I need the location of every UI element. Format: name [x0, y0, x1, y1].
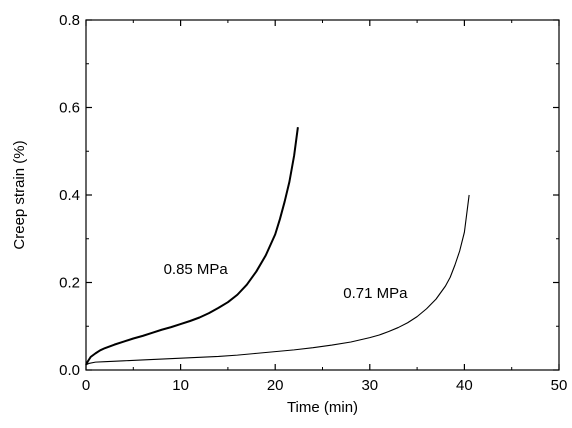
x-tick-label: 40: [456, 377, 473, 394]
axis-tick-labels: 0 10 20 30 40 50 0.0 0.2 0.4 0.6 0.8: [59, 12, 567, 394]
y-tick-label: 0.8: [59, 12, 80, 29]
series-line-1: [85, 127, 299, 366]
y-tick-label: 0.4: [59, 187, 80, 204]
y-tick-label: 0.6: [59, 100, 80, 117]
y-tick-label: 0.0: [59, 362, 80, 379]
axis-ticks: [85, 19, 560, 371]
plot-frame: [85, 19, 560, 371]
annotation-group: 0.85 MPa 0.71 MPa: [164, 261, 409, 302]
x-tick-label: 20: [267, 377, 284, 394]
x-axis-title: Time (min): [287, 399, 358, 416]
x-tick-label: 30: [361, 377, 378, 394]
y-tick-label: 0.2: [59, 275, 80, 292]
series-annotation-1: 0.85 MPa: [164, 261, 229, 278]
series-line-2: [85, 194, 470, 366]
x-tick-label: 0: [82, 377, 90, 394]
x-tick-label: 10: [172, 377, 189, 394]
y-axis-title: Creep strain (%): [11, 140, 28, 249]
x-tick-label: 50: [551, 377, 568, 394]
series-annotation-2: 0.71 MPa: [343, 285, 408, 302]
series-group: [85, 127, 470, 366]
